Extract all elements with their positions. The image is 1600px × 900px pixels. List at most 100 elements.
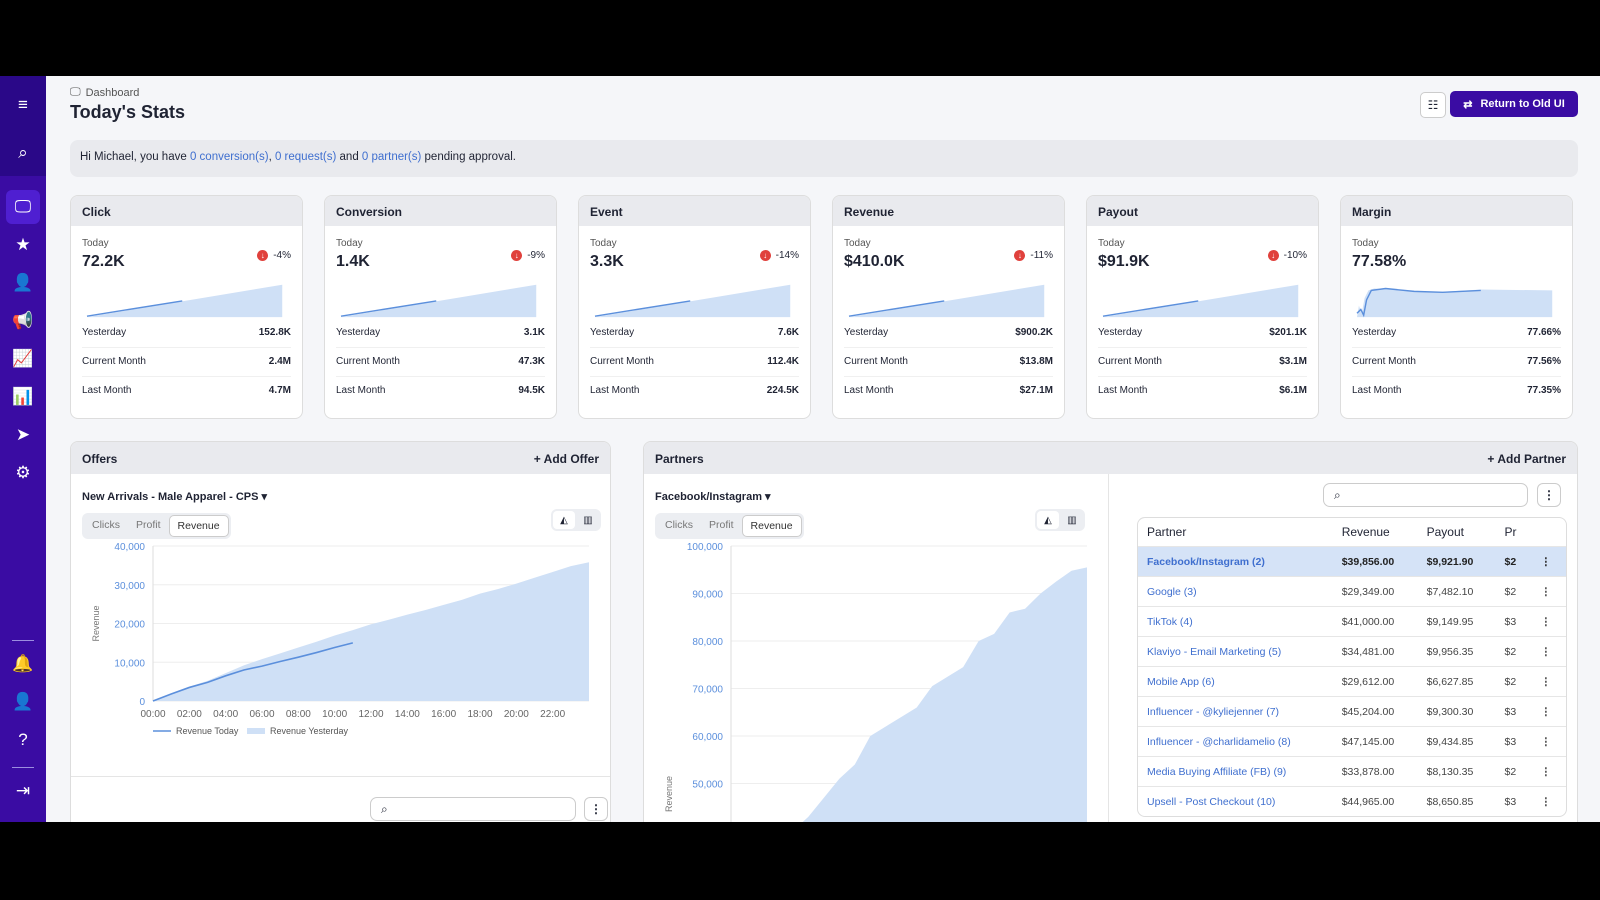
expand-icon: ⇥ bbox=[15, 781, 31, 800]
tab-clicks[interactable]: Clicks bbox=[665, 519, 693, 531]
area-chart-icon[interactable]: ◭ bbox=[553, 511, 575, 529]
conversions-link[interactable]: 0 conversion(s) bbox=[189, 151, 269, 163]
search-nav-button[interactable]: ⌕ bbox=[6, 136, 40, 170]
help-nav-button[interactable]: ? bbox=[6, 723, 40, 757]
table-row[interactable]: Media Buying Affiliate (FB) (9) $33,878.0… bbox=[1138, 756, 1566, 787]
table-row[interactable]: Google (3) $29,349.00 $7,482.10 $2 ⋮ bbox=[1138, 576, 1566, 607]
partner-link[interactable]: Influencer - @charlidamelio (8) bbox=[1138, 726, 1333, 757]
chart-type-toggle: ◭ ▥ bbox=[1035, 509, 1085, 531]
y-tick-label: 10,000 bbox=[114, 658, 145, 669]
stat-row-yesterday: Yesterday 7.6K bbox=[590, 319, 799, 348]
cell: $29,612.00 bbox=[1332, 666, 1418, 697]
partner-select[interactable]: Facebook/Instagram ▾ bbox=[655, 490, 1566, 503]
partner-link[interactable]: TikTok (4) bbox=[1138, 606, 1333, 637]
legend-swatch-yesterday bbox=[247, 728, 265, 734]
tab-profit[interactable]: Profit bbox=[136, 519, 161, 531]
tab-revenue[interactable]: Revenue bbox=[741, 515, 802, 537]
partner-link[interactable]: Google (3) bbox=[1138, 576, 1333, 607]
partners-link[interactable]: 0 partner(s) bbox=[361, 151, 422, 163]
stat-row-current_month: Current Month 77.56% bbox=[1352, 348, 1561, 377]
notice-text: Hi Michael, you have bbox=[80, 151, 190, 163]
row-more-button[interactable]: ⋮ bbox=[1531, 606, 1566, 637]
row-more-button[interactable]: ⋮ bbox=[1531, 726, 1566, 757]
table-row[interactable]: Upsell - Post Checkout (10) $44,965.00 $8,… bbox=[1138, 786, 1566, 816]
cell: $8,650.85 bbox=[1417, 786, 1496, 816]
breadcrumb[interactable]: 🖵 Dashboard bbox=[70, 86, 139, 99]
menu-nav-button[interactable]: ≡ bbox=[6, 88, 40, 122]
partner-link[interactable]: Mobile App (6) bbox=[1138, 666, 1333, 697]
bell-nav-button[interactable]: 🔔 bbox=[6, 647, 40, 681]
column-header[interactable]: Payout bbox=[1426, 525, 1464, 539]
cell: $39,856.00 bbox=[1332, 546, 1418, 577]
row-value: $27.1M bbox=[1019, 385, 1053, 396]
cell: $2 bbox=[1495, 546, 1532, 577]
page-title: Today's Stats bbox=[70, 102, 185, 122]
row-more-button[interactable]: ⋮ bbox=[1531, 546, 1566, 577]
megaphone-nav-button[interactable]: 📢 bbox=[6, 304, 40, 338]
partner-link[interactable]: Klaviyo - Email Marketing (5) bbox=[1138, 636, 1333, 667]
partner-link[interactable]: Influencer - @kyliejenner (7) bbox=[1138, 696, 1333, 727]
add-offer-button[interactable]: + Add Offer bbox=[533, 452, 599, 466]
column-header[interactable]: Revenue bbox=[1341, 525, 1390, 539]
partners-search-input[interactable]: ⌕ bbox=[1323, 483, 1528, 507]
change-badge: ↓ -14% bbox=[759, 250, 799, 261]
chart-type-toggle: ◭ ▥ bbox=[551, 509, 601, 531]
gear-nav-button[interactable]: ⚙ bbox=[6, 456, 40, 490]
row-more-button[interactable]: ⋮ bbox=[1531, 756, 1566, 787]
partner-link[interactable]: Facebook/Instagram (2) bbox=[1138, 546, 1333, 577]
x-tick-label: 02:00 bbox=[177, 709, 202, 720]
user-nav-button[interactable]: 👤 bbox=[6, 685, 40, 719]
send-nav-button[interactable]: ➤ bbox=[6, 418, 40, 452]
help-icon: ? bbox=[18, 730, 28, 749]
partners-more-button[interactable]: ⋮ bbox=[1537, 483, 1561, 507]
row-more-button[interactable]: ⋮ bbox=[1531, 576, 1566, 607]
table-row[interactable]: Influencer - @kyliejenner (7) $45,204.00 $… bbox=[1138, 696, 1566, 727]
today-label: Today bbox=[82, 238, 109, 249]
offers-search-input[interactable]: ⌕ bbox=[370, 797, 576, 821]
cell: $9,956.35 bbox=[1417, 636, 1496, 667]
x-tick-label: 08:00 bbox=[286, 709, 311, 720]
row-more-button[interactable]: ⋮ bbox=[1531, 786, 1566, 816]
table-row[interactable]: Influencer - @charlidamelio (8) $47,145.0… bbox=[1138, 726, 1566, 757]
row-more-button[interactable]: ⋮ bbox=[1531, 666, 1566, 697]
chart-nav-button[interactable]: 📈 bbox=[6, 342, 40, 376]
partner-link[interactable]: Upsell - Post Checkout (10) bbox=[1138, 786, 1333, 816]
arrow-down-icon: ↓ bbox=[1014, 250, 1026, 261]
table-row[interactable]: TikTok (4) $41,000.00 $9,149.95 $3 ⋮ bbox=[1138, 606, 1566, 637]
bar-chart-icon[interactable]: ▥ bbox=[1067, 514, 1077, 526]
table-row[interactable]: Facebook/Instagram (2) $39,856.00 $9,921.9… bbox=[1138, 546, 1566, 577]
monitor-nav-button[interactable]: 🖵 bbox=[6, 190, 40, 224]
offer-select-value: New Arrivals - Male Apparel - CPS bbox=[82, 491, 259, 503]
table-row[interactable]: Mobile App (6) $29,612.00 $6,627.85 $2 ⋮ bbox=[1138, 666, 1566, 697]
row-more-button[interactable]: ⋮ bbox=[1531, 636, 1566, 667]
offer-select[interactable]: New Arrivals - Male Apparel - CPS ▾ bbox=[82, 490, 599, 503]
pending-approval-notice: Hi Michael, you have 0 conversion(s), 0 … bbox=[70, 140, 1578, 177]
toggle-settings-button[interactable]: ☷ bbox=[1420, 92, 1446, 118]
row-label: Yesterday bbox=[336, 327, 381, 338]
row-label: Current Month bbox=[1352, 356, 1416, 367]
column-header[interactable]: Pr bbox=[1504, 525, 1517, 539]
table-row[interactable]: Klaviyo - Email Marketing (5) $34,481.00 $… bbox=[1138, 636, 1566, 667]
add-partner-button[interactable]: + Add Partner bbox=[1487, 452, 1566, 466]
tab-clicks[interactable]: Clicks bbox=[92, 519, 120, 531]
requests-link[interactable]: 0 request(s) bbox=[274, 151, 337, 163]
bar-chart-icon[interactable]: ▥ bbox=[583, 514, 593, 526]
stat-row-last_month: Last Month $6.1M bbox=[1098, 377, 1307, 405]
row-more-button[interactable]: ⋮ bbox=[1531, 696, 1566, 727]
return-to-old-ui-button[interactable]: ⇄ Return to Old UI bbox=[1450, 91, 1578, 117]
tab-revenue[interactable]: Revenue bbox=[168, 515, 229, 537]
folder-star-nav-button[interactable]: ★ bbox=[6, 228, 40, 262]
breadcrumb-label[interactable]: Dashboard bbox=[85, 86, 140, 99]
x-tick-label: 12:00 bbox=[358, 709, 383, 720]
expand-nav-button[interactable]: ⇥ bbox=[6, 774, 40, 808]
column-header[interactable]: Partner bbox=[1147, 525, 1187, 539]
stat-card-title: Event bbox=[579, 196, 810, 226]
area-chart-icon[interactable]: ◭ bbox=[1037, 511, 1059, 529]
offers-more-button[interactable]: ⋮ bbox=[584, 797, 608, 821]
tab-profit[interactable]: Profit bbox=[709, 519, 734, 531]
users-nav-button[interactable]: 👤 bbox=[6, 266, 40, 300]
report-nav-button[interactable]: 📊 bbox=[6, 380, 40, 414]
arrow-down-icon: ↓ bbox=[759, 250, 771, 261]
partner-link[interactable]: Media Buying Affiliate (FB) (9) bbox=[1138, 756, 1333, 787]
row-value: 112.4K bbox=[767, 356, 799, 367]
